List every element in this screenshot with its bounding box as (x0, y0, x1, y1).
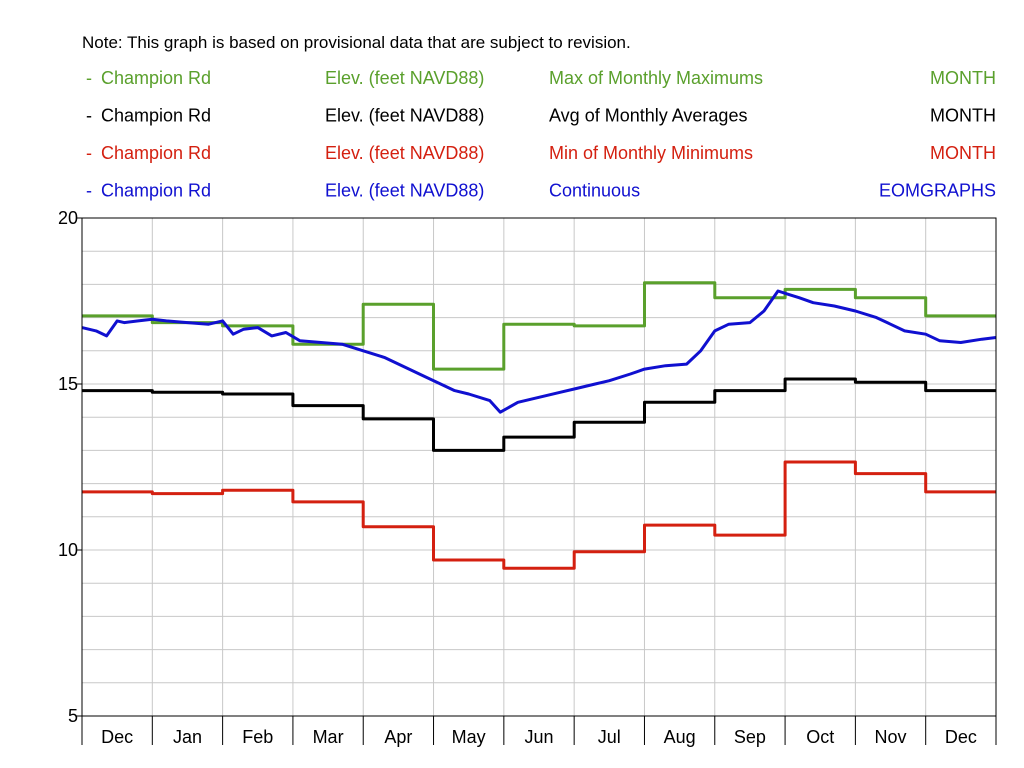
x-tick-label: Jan (173, 727, 202, 747)
x-tick-label: Jun (524, 727, 553, 747)
legend-dash: - (86, 181, 92, 201)
continuous-line (81, 289, 997, 414)
x-tick-label: May (452, 727, 486, 747)
y-tick-label: 20 (58, 208, 78, 228)
grid (82, 218, 996, 716)
series-group (81, 281, 997, 570)
y-tick-label: 10 (58, 540, 78, 560)
legend-interval: EOMGRAPHS (879, 181, 996, 201)
legend-stat: Max of Monthly Maximums (549, 68, 763, 88)
axes: Dec Jan Feb Mar Apr May Jun Jul Aug Sep Oct Nov Dec 5… (58, 208, 997, 747)
legend-site: Champion Rd (101, 143, 211, 163)
legend-stat: Continuous (549, 181, 640, 201)
legend-param: Elev. (feet NAVD88) (325, 143, 484, 163)
legend-param: Elev. (feet NAVD88) (325, 106, 484, 126)
x-tick-label: Sep (734, 727, 766, 747)
legend-site: Champion Rd (101, 68, 211, 88)
legend-interval: MONTH (930, 143, 996, 163)
x-tick-label: Oct (806, 727, 834, 747)
max-of-monthly-maximums-line (82, 281, 996, 371)
x-tick-label: Nov (875, 727, 907, 747)
x-tick-label: Dec (101, 727, 133, 747)
legend-stat: Min of Monthly Minimums (549, 143, 753, 163)
y-tick-label: 5 (68, 706, 78, 726)
legend-interval: MONTH (930, 68, 996, 88)
legend: - Champion Rd Elev. (feet NAVD88) Max of Mo… (86, 68, 996, 201)
x-tick-label: Apr (384, 727, 412, 747)
legend-dash: - (86, 68, 92, 88)
avg-of-monthly-averages-line (82, 377, 996, 452)
legend-interval: MONTH (930, 106, 996, 126)
legend-param: Elev. (feet NAVD88) (325, 68, 484, 88)
legend-stat: Avg of Monthly Averages (549, 106, 747, 126)
plot-frame (81, 217, 997, 717)
y-tick-label: 15 (58, 374, 78, 394)
legend-site: Champion Rd (101, 181, 211, 201)
x-tick-label: Mar (313, 727, 344, 747)
legend-dash: - (86, 106, 92, 126)
x-tick-label: Dec (945, 727, 977, 747)
legend-dash: - (86, 143, 92, 163)
legend-site: Champion Rd (101, 106, 211, 126)
x-tick-label: Jul (598, 727, 621, 747)
min-of-monthly-minimums-line (82, 460, 996, 570)
provisional-note: Note: This graph is based on provisional… (82, 33, 631, 52)
x-tick-label: Feb (242, 727, 273, 747)
legend-param: Elev. (feet NAVD88) (325, 181, 484, 201)
x-tick-label: Aug (664, 727, 696, 747)
